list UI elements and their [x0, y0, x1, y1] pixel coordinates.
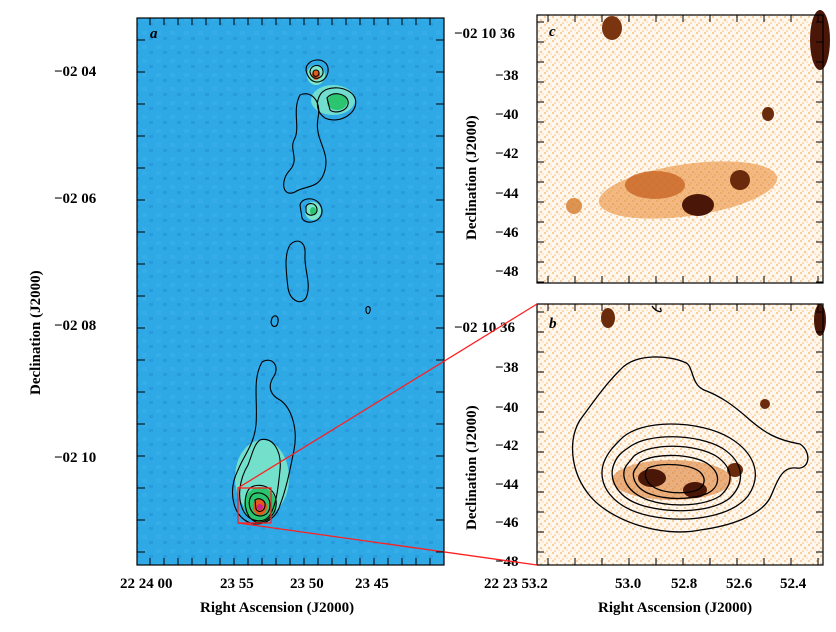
panel-b-first-ytick: −02 10 36 — [454, 320, 516, 336]
panel-a-xlabel: Right Ascension (J2000) — [200, 600, 354, 616]
zoom-line-bottom — [237, 522, 538, 566]
panel-a-xtick: 23 45 — [355, 576, 389, 592]
panel-b-xtick: 53.0 — [615, 576, 641, 592]
panel-b-ytick: −48 — [495, 554, 519, 570]
panel-a-yticks: −02 04 −02 06 −02 08 −02 10 — [54, 64, 97, 466]
zoom-region-box — [237, 487, 272, 524]
panel-b-xtick: 52.4 — [780, 576, 807, 592]
panel-b-ylabel: Declination (J2000) — [464, 405, 480, 530]
panel-a-ylabel: Declination (J2000) — [28, 270, 44, 395]
panel-b-contours — [571, 305, 809, 533]
panel-a-ytick: −02 04 — [54, 64, 97, 80]
panel-c-texture — [537, 15, 823, 283]
panel-b-xticks: 22 23 53.2 53.0 52.8 52.6 52.4 — [484, 576, 807, 592]
panel-c-label: c — [549, 24, 556, 40]
panel-a-ytick: −02 10 — [54, 450, 96, 466]
panel-b-yticks: −38 −40 −42 −44 −46 −48 — [495, 360, 519, 570]
zoom-lines — [237, 303, 538, 566]
panel-c-ytick: −42 — [495, 146, 519, 162]
panel-b-xtick: 52.6 — [726, 576, 753, 592]
panel-b: b −02 10 36 −38 −40 −42 −44 −46 −48 22 2… — [454, 303, 826, 616]
panel-a-ytick: −02 06 — [54, 191, 97, 207]
panel-b-ytick: −42 — [495, 438, 519, 454]
panel-b-ytick: −44 — [495, 477, 519, 493]
panel-b-xlabel: Right Ascension (J2000) — [598, 600, 752, 616]
radio-contours — [232, 59, 371, 525]
panel-b-label: b — [549, 316, 557, 332]
panel-c-first-ytick: −02 10 36 — [454, 26, 516, 42]
panel-b-texture — [537, 304, 823, 565]
panel-c-ytick: −40 — [495, 107, 519, 123]
panel-a-texture — [137, 18, 444, 565]
panel-a-xticks: 22 24 00 23 55 23 50 23 45 — [120, 576, 389, 592]
panel-c-frame — [536, 14, 824, 284]
panel-c-ytick: −46 — [495, 225, 519, 241]
panel-b-ytick: −46 — [495, 515, 519, 531]
panel-a-xtick: 23 50 — [290, 576, 324, 592]
panel-c-ytick: −48 — [495, 264, 519, 280]
panel-b-xtick: 52.8 — [671, 576, 697, 592]
panel-c-yticks: −38 −40 −42 −44 −46 −48 — [495, 68, 519, 280]
panel-a-xtick: 23 55 — [220, 576, 254, 592]
panel-c: c −02 10 36 −38 −40 −42 −44 −46 −48 Decl… — [454, 10, 830, 284]
panel-c-ytick: −38 — [495, 68, 519, 84]
panel-b-xtick: 22 23 53.2 — [484, 576, 548, 592]
panel-a-ytick: −02 08 — [54, 318, 96, 334]
panel-b-ytick: −40 — [495, 400, 519, 416]
panel-a: a −02 04 −02 06 −02 08 −02 10 22 24 00 2… — [28, 17, 445, 616]
panel-b-ytick: −38 — [495, 360, 519, 376]
zoom-line-top — [237, 303, 538, 489]
panel-a-xtick: 22 24 00 — [120, 576, 173, 592]
panel-b-frame — [536, 303, 824, 566]
panel-c-ytick: −44 — [495, 186, 519, 202]
optical-emission-c — [566, 10, 830, 219]
panel-a-label: a — [150, 26, 158, 42]
panel-c-ylabel: Declination (J2000) — [464, 115, 480, 240]
tick-marks — [137, 15, 823, 565]
